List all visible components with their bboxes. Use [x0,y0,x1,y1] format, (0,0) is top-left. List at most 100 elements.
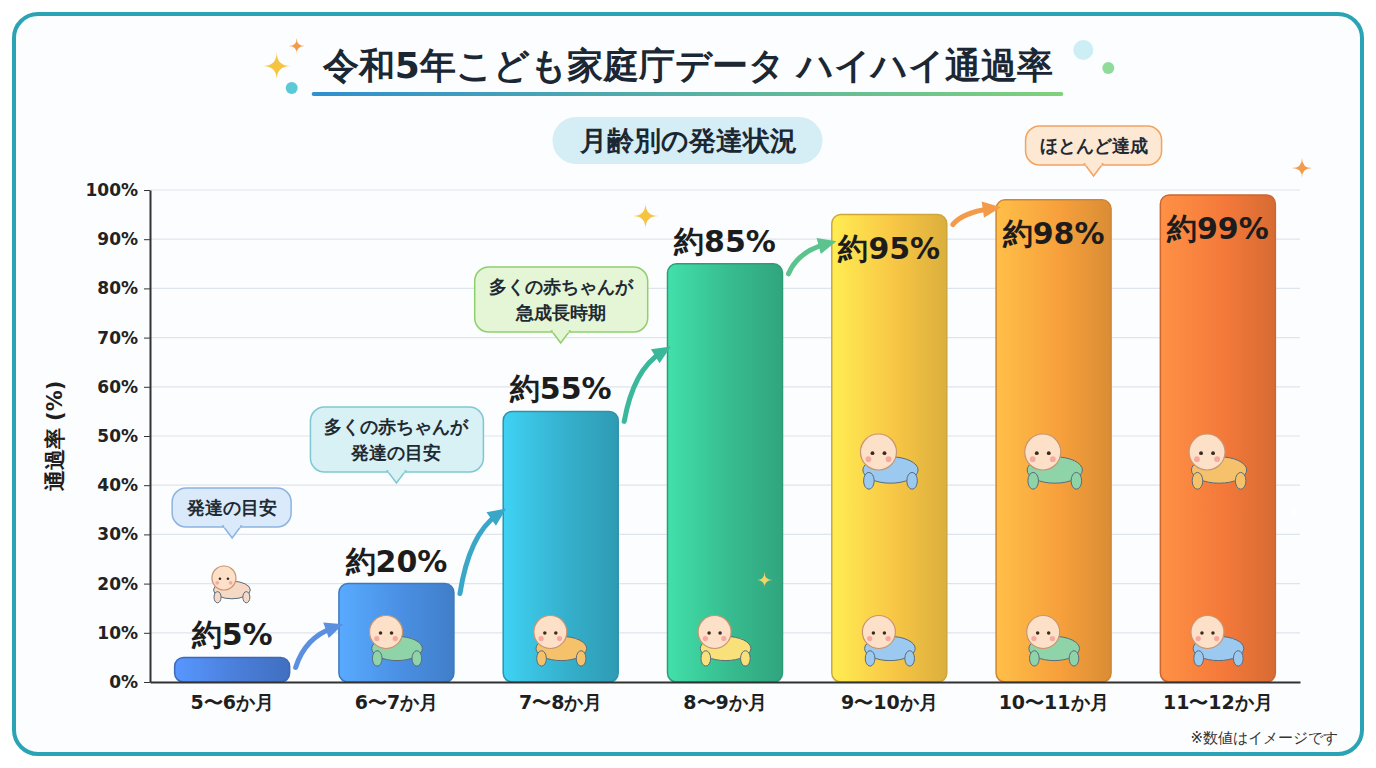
sparkle [289,38,305,54]
y-tick-label: 0% [109,672,138,692]
x-tick: 6〜7か月 [355,682,438,713]
baby-illustration [212,566,250,603]
bars [175,195,1276,682]
x-tick-label: 9〜10か月 [841,691,938,713]
data-label: 約98% [1002,216,1105,251]
baby-eye [871,451,875,455]
y-tick-mark [144,239,150,240]
data-label: 約95% [837,231,940,266]
annotation-box [1026,126,1162,165]
y-tick-label: 80% [97,278,138,298]
y-tick-label: 50% [97,426,138,446]
annotation-text: 発達の目安 [350,442,441,463]
arrow-head [817,238,837,254]
frame [14,14,1362,754]
annotation-tail-cover [224,525,240,528]
baby-illustration [860,434,918,489]
baby-limb [243,592,250,603]
baby-head [1189,434,1225,470]
baby-cheek [885,636,890,641]
x-tick: 5〜6か月 [190,682,273,713]
bar [339,584,454,682]
baby-limb [576,651,586,666]
y-tick: 90% [97,229,150,249]
bar [668,264,783,682]
annotation-box [310,407,483,472]
baby-cheek [538,636,543,641]
baby-cheek [229,581,233,585]
bubble-decor [1073,40,1093,60]
baby-eye [379,631,383,635]
baby-head [698,616,731,649]
baby-cheek [1196,636,1201,641]
y-tick: 20% [97,574,150,594]
baby-head [370,616,403,649]
baby-head [862,616,895,649]
baby-limb [372,651,382,666]
baby-cheek [703,636,708,641]
x-tick: 10〜11か月 [999,682,1109,713]
baby-cheek [374,636,379,641]
annotation: ほとんど達成 [1026,126,1162,176]
x-tick-label: 10〜11か月 [999,691,1109,713]
y-tick: 30% [97,524,150,544]
baby-eye [872,631,876,635]
baby-illustration [1027,616,1080,667]
baby-cheek [393,636,398,641]
baby-cheek [215,581,219,585]
baby-eye [1035,451,1039,455]
baby-cheek [1214,636,1219,641]
baby-eye [1200,631,1204,635]
baby-illustration [1191,616,1244,667]
y-tick-mark [144,436,150,437]
y-tick-mark [144,682,150,683]
x-tick: 8〜9か月 [683,682,766,713]
baby-head [860,434,896,470]
baby-illustration [698,616,751,667]
annotation-tail [223,526,241,538]
y-tick: 70% [97,328,150,348]
y-tick: 80% [97,278,150,298]
baby-limb [214,592,221,603]
bar [1160,195,1275,682]
arrow-head [651,347,671,364]
title-underline [312,92,1064,96]
data-label: 約20% [345,544,448,579]
baby-limb [1235,472,1246,489]
baby-eye [1211,631,1215,635]
baby-limb [537,651,547,666]
baby-eye [1047,631,1051,635]
baby-eye [1036,631,1040,635]
y-tick-mark [144,338,150,339]
arrow-head [982,202,1001,218]
annotation-tail-cover [1086,163,1102,166]
title: 令和5年こども家庭庁データ ハイハイ通過率 [322,45,1054,86]
baby-illustration [1025,434,1083,489]
grid-line [150,681,1300,682]
annotation-text: 多くの赤ちゃんが [489,276,634,297]
baby-cheek [1030,456,1036,462]
x-tick: 7〜8か月 [519,682,602,713]
baby-eye [1211,451,1215,455]
x-tick-label: 5〜6か月 [190,691,273,713]
subtitle: 月齢別の発達状況 [579,125,797,156]
x-tick-label: 6〜7か月 [355,691,438,713]
baby-limb [1028,472,1039,489]
baby-eye [543,631,547,635]
baby-cheek [867,636,872,641]
annotation: 発達の目安 [172,488,291,538]
annotation-box [475,267,648,332]
baby-head [1025,434,1061,470]
annotation-box [172,488,291,527]
annotation-tail [552,331,570,343]
arrow [460,515,497,594]
baby-cheek [886,456,892,462]
chart-svg: 令和5年こども家庭庁データ ハイハイ通過率月齢別の発達状況0%10%20%30%… [0,0,1376,768]
sparkle [757,572,773,588]
baby-eye [390,631,394,635]
grid [150,190,1300,682]
subtitle-pill [553,117,823,164]
background [0,0,1376,768]
y-tick: 100% [85,180,150,200]
annotation-tail-cover [553,330,569,333]
